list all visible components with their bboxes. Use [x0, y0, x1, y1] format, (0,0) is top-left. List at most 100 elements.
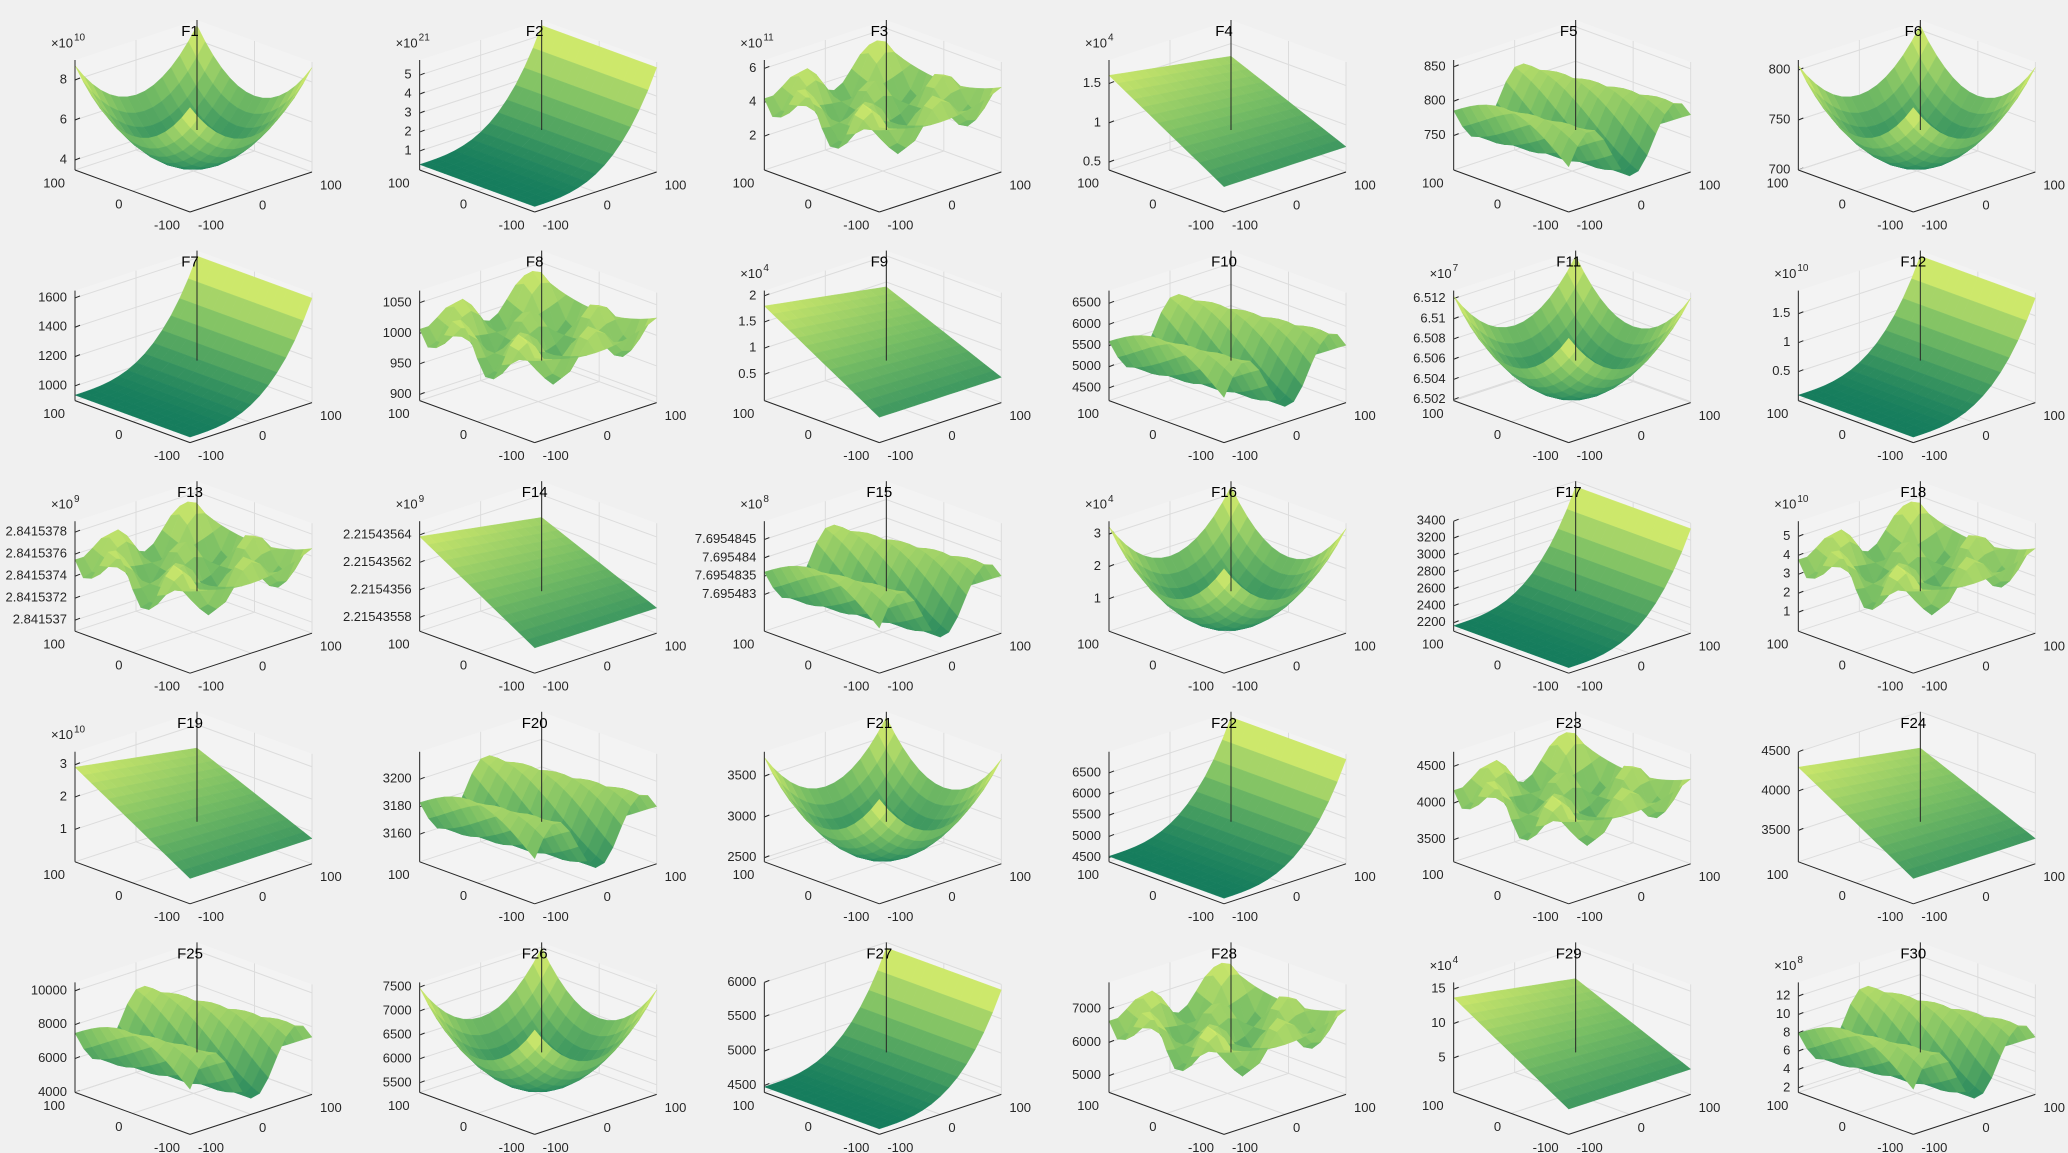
- z-multiplier: ×10: [1085, 497, 1107, 512]
- y-tick-label: 0: [259, 659, 266, 674]
- x-tick-label: 100: [1767, 637, 1789, 652]
- subplot-title: F13: [177, 484, 203, 501]
- x-tick-label: 100: [1422, 175, 1444, 190]
- x-tick-label: -100: [499, 448, 525, 463]
- z-tick-label: 2: [749, 128, 756, 143]
- x-tick-label: 0: [1494, 427, 1501, 442]
- y-tick-label: 100: [1009, 408, 1031, 423]
- z-tick-label: 2.21543558: [343, 609, 412, 624]
- y-tick-label: 100: [1354, 177, 1376, 192]
- x-tick-label: 0: [460, 888, 467, 903]
- x-tick-label: 100: [1767, 406, 1789, 421]
- y-tick-label: 0: [604, 197, 611, 212]
- z-tick-label: 3000: [727, 808, 756, 823]
- subplot-title: F17: [1556, 484, 1582, 501]
- y-tick-label: 100: [2043, 639, 2065, 654]
- z-tick-label: 800: [1424, 93, 1446, 108]
- z-exponent: 9: [74, 494, 80, 505]
- z-exponent: 11: [763, 33, 774, 44]
- y-tick-label: -100: [887, 909, 913, 924]
- x-tick-label: 0: [1149, 196, 1156, 211]
- y-tick-label: 0: [1293, 197, 1300, 212]
- y-tick-label: 0: [604, 889, 611, 904]
- z-tick-label: 1: [404, 142, 411, 157]
- z-tick-label: 5000: [1072, 358, 1101, 373]
- z-tick-label: 3: [404, 105, 411, 120]
- y-tick-label: -100: [1232, 217, 1258, 232]
- x-tick-label: 100: [733, 867, 755, 882]
- y-tick-label: 0: [1638, 428, 1645, 443]
- z-tick-label: 3160: [383, 826, 412, 841]
- x-tick-label: 100: [388, 175, 410, 190]
- z-tick-label: 2500: [727, 849, 756, 864]
- z-multiplier: ×10: [396, 497, 418, 512]
- subplot-title: F15: [866, 484, 892, 501]
- z-tick-label: 700: [1769, 161, 1791, 176]
- z-tick-label: 2600: [1417, 580, 1446, 595]
- subplot-title: F16: [1211, 484, 1237, 501]
- z-tick-label: 750: [1769, 111, 1791, 126]
- z-tick-label: 1: [1094, 114, 1101, 129]
- z-tick-label: 6.504: [1413, 371, 1446, 386]
- z-exponent: 4: [1108, 494, 1114, 505]
- x-tick-label: 100: [1767, 175, 1789, 190]
- x-tick-label: -100: [1533, 448, 1559, 463]
- y-tick-label: -100: [543, 448, 569, 463]
- z-tick-label: 1.5: [738, 313, 756, 328]
- x-tick-label: 100: [1077, 637, 1099, 652]
- x-tick-label: -100: [154, 679, 180, 694]
- z-tick-label: 2.8415374: [6, 568, 67, 583]
- y-tick-label: 0: [1293, 659, 1300, 674]
- z-tick-label: 850: [1424, 58, 1446, 73]
- x-tick-label: 0: [1839, 658, 1846, 673]
- subplot-title: F9: [871, 254, 889, 271]
- x-tick-label: -100: [1877, 679, 1903, 694]
- z-multiplier: ×10: [51, 497, 73, 512]
- z-tick-label: 3200: [383, 771, 412, 786]
- y-tick-label: -100: [887, 679, 913, 694]
- z-multiplier: ×10: [1774, 497, 1796, 512]
- z-tick-label: 6.506: [1413, 351, 1446, 366]
- y-tick-label: -100: [198, 679, 224, 694]
- x-tick-label: 0: [805, 888, 812, 903]
- z-tick-label: 1: [1783, 604, 1790, 619]
- x-tick-label: 0: [805, 427, 812, 442]
- z-multiplier: ×10: [740, 35, 762, 50]
- z-tick-label: 0.5: [738, 366, 756, 381]
- x-tick-label: -100: [1188, 679, 1214, 694]
- y-tick-label: -100: [1232, 448, 1258, 463]
- x-tick-label: 0: [1149, 658, 1156, 673]
- subplot-title: F10: [1211, 254, 1237, 271]
- y-tick-label: 100: [665, 408, 687, 423]
- subplot-title: F20: [522, 715, 548, 732]
- z-tick-label: 6.51: [1420, 310, 1445, 325]
- z-tick-label: 6.512: [1413, 290, 1446, 305]
- x-tick-label: -100: [843, 909, 869, 924]
- z-tick-label: 2.8415378: [6, 524, 67, 539]
- x-tick-label: -100: [1188, 448, 1214, 463]
- x-tick-label: -100: [499, 909, 525, 924]
- z-tick-label: 950: [390, 355, 412, 370]
- z-tick-label: 1000: [38, 377, 67, 392]
- z-tick-label: 2.21543562: [343, 554, 412, 569]
- y-tick-label: -100: [1232, 679, 1258, 694]
- x-tick-label: 100: [43, 175, 65, 190]
- z-tick-label: 6: [749, 60, 756, 75]
- x-tick-label: -100: [499, 217, 525, 232]
- z-tick-label: 5500: [1072, 337, 1101, 352]
- z-tick-label: 1.5: [1083, 75, 1101, 90]
- z-tick-label: 5: [404, 67, 411, 82]
- y-tick-label: 100: [2043, 177, 2065, 192]
- z-multiplier: ×10: [51, 727, 73, 742]
- y-tick-label: 100: [2043, 408, 2065, 423]
- x-tick-label: 0: [460, 658, 467, 673]
- x-tick-label: -100: [843, 448, 869, 463]
- z-tick-label: 3200: [1417, 530, 1446, 545]
- subplot-title: F1: [181, 23, 199, 40]
- z-tick-label: 2: [1094, 558, 1101, 573]
- z-exponent: 8: [763, 494, 769, 505]
- z-tick-label: 6.508: [1413, 330, 1446, 345]
- x-tick-label: -100: [154, 909, 180, 924]
- x-tick-label: 0: [115, 888, 122, 903]
